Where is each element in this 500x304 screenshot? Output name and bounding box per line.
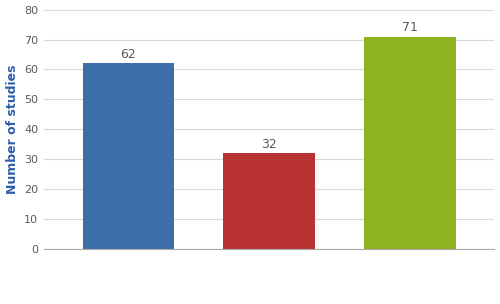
Text: 71: 71 [402,21,418,34]
Bar [224,154,315,249]
Bar [364,36,456,249]
Bar [82,64,174,249]
Legend: High resolution, Medium resolution, Low resolution: High resolution, Medium resolution, Low … [93,303,446,304]
Text: 32: 32 [261,138,277,151]
Text: 62: 62 [120,48,136,61]
Y-axis label: Number of studies: Number of studies [6,65,18,194]
